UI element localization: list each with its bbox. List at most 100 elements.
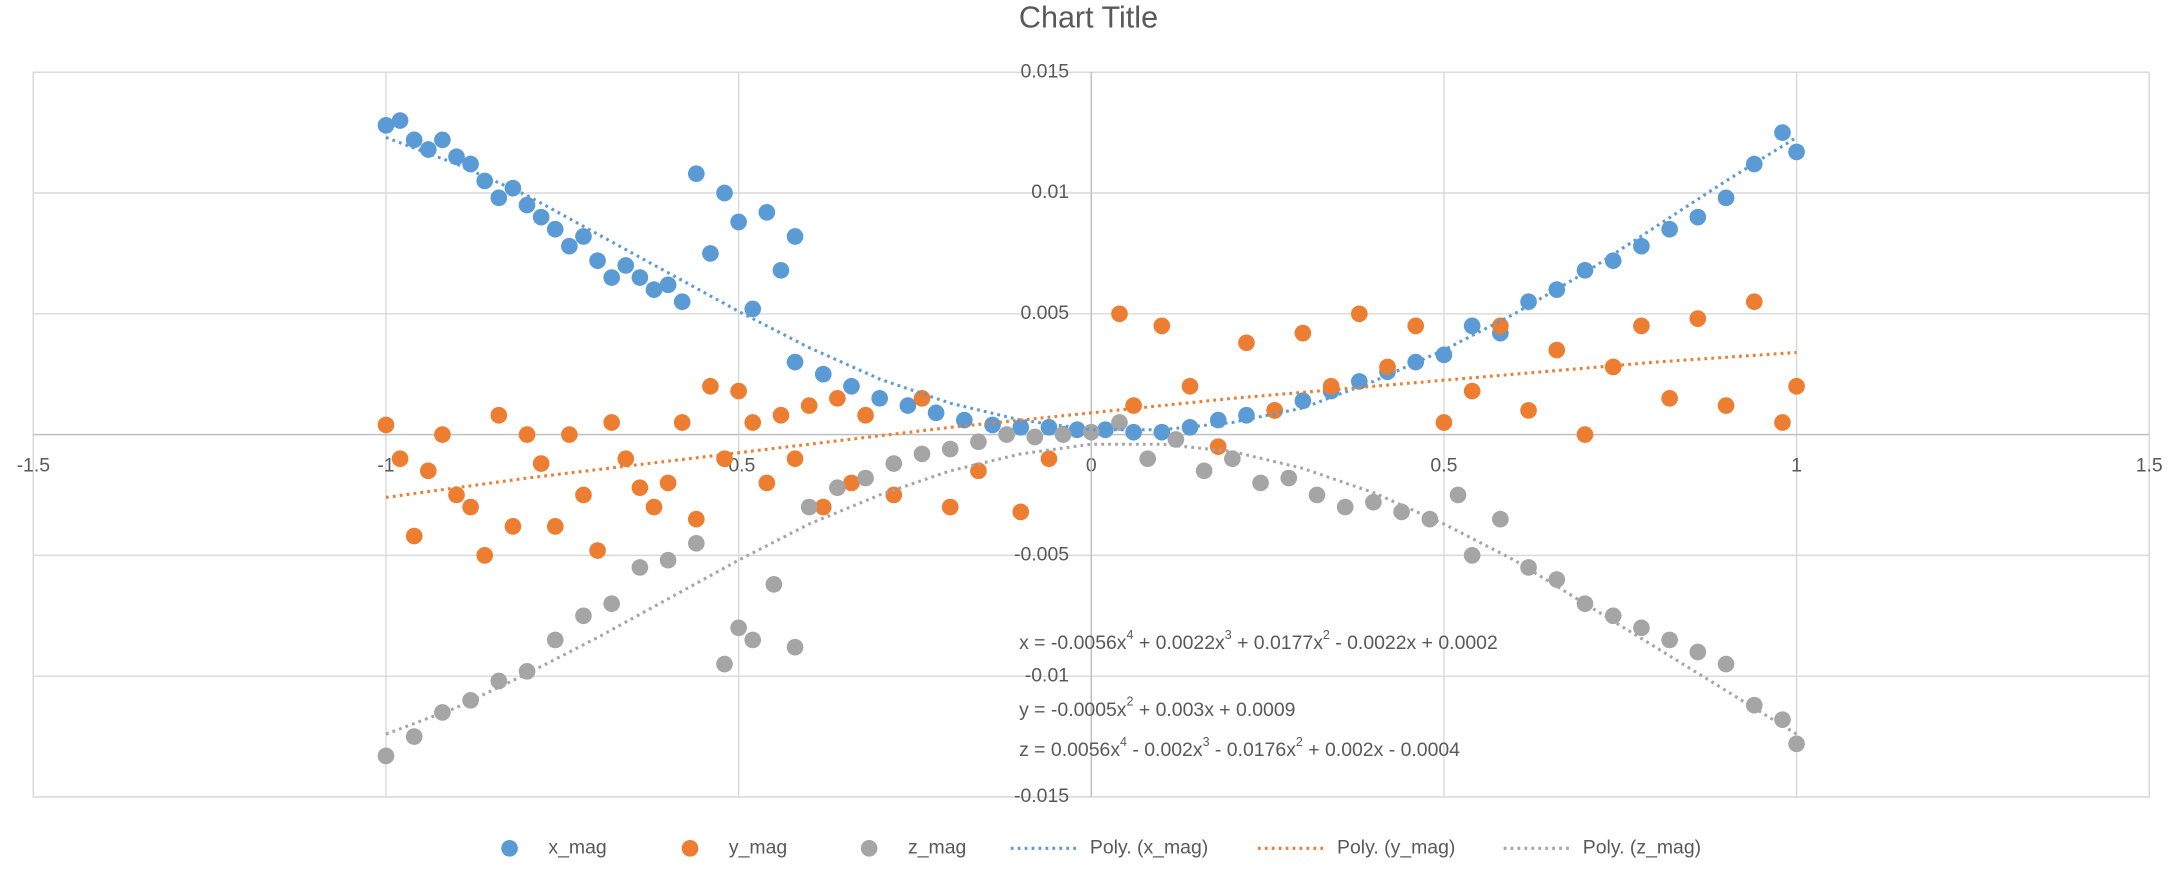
point xyxy=(405,728,423,745)
point xyxy=(490,406,508,424)
point xyxy=(1322,377,1340,395)
point xyxy=(1068,421,1086,439)
point xyxy=(391,450,409,468)
point xyxy=(772,406,790,424)
point xyxy=(1195,462,1213,480)
point xyxy=(1238,334,1255,352)
point xyxy=(765,576,783,593)
point xyxy=(716,184,733,202)
point xyxy=(673,414,691,431)
point xyxy=(899,397,917,414)
point xyxy=(1308,486,1326,504)
y-tick-label: 0.015 xyxy=(1020,60,1069,82)
point xyxy=(716,450,733,468)
point xyxy=(829,390,846,407)
legend-label: Poly. (x_mag) xyxy=(1090,836,1208,858)
point xyxy=(1463,317,1481,335)
point xyxy=(1745,293,1763,311)
point xyxy=(1266,402,1283,419)
equation-part: z = 0.0056x xyxy=(1019,739,1120,761)
point xyxy=(490,672,508,690)
point xyxy=(786,450,804,468)
point xyxy=(744,300,762,318)
point xyxy=(1252,474,1269,492)
point xyxy=(1788,377,1805,395)
point xyxy=(800,498,818,516)
point xyxy=(702,377,719,395)
point xyxy=(1139,450,1157,468)
point xyxy=(1167,431,1185,448)
superscript: 3 xyxy=(1225,628,1232,642)
y-tick-label: -0.015 xyxy=(1014,785,1069,807)
point xyxy=(561,237,578,255)
point xyxy=(857,406,874,424)
point xyxy=(1661,220,1678,238)
point xyxy=(1209,438,1227,455)
point xyxy=(1435,414,1453,431)
x-tick-label: 0.5 xyxy=(1430,455,1457,477)
point xyxy=(546,220,564,238)
point xyxy=(518,426,536,443)
x-tick-label: 1.5 xyxy=(2136,455,2163,477)
equation-part: + 0.0022x xyxy=(1133,632,1225,654)
point xyxy=(1407,317,1425,335)
legend-item: Poly. (x_mag) xyxy=(1010,836,1208,858)
point xyxy=(1633,619,1650,637)
point xyxy=(377,747,395,765)
legend-label: x_mag xyxy=(548,836,606,858)
point xyxy=(419,462,437,480)
point xyxy=(1633,237,1650,255)
point xyxy=(1717,655,1735,673)
point xyxy=(970,462,987,480)
point xyxy=(1492,510,1509,528)
point xyxy=(405,131,423,149)
point xyxy=(1745,696,1763,714)
y-tick-label: -0.005 xyxy=(1014,543,1069,565)
legend-item: z_mag xyxy=(860,836,966,858)
point xyxy=(1604,358,1622,376)
point xyxy=(391,112,409,129)
point xyxy=(575,486,592,504)
legend-label: y_mag xyxy=(729,836,787,858)
point xyxy=(532,455,550,472)
point xyxy=(843,474,860,492)
point xyxy=(532,208,550,226)
point xyxy=(434,704,451,721)
point xyxy=(1576,595,1594,613)
point xyxy=(1350,373,1368,390)
point xyxy=(885,486,903,504)
point xyxy=(1774,124,1791,141)
point xyxy=(518,196,536,214)
point xyxy=(1393,503,1410,521)
point xyxy=(730,382,747,400)
point xyxy=(1153,423,1171,441)
point xyxy=(702,245,719,262)
point xyxy=(786,353,804,371)
trendline-equation: x = -0.0056x4 + 0.0022x3 + 0.0177x2 - 0.… xyxy=(1019,628,1498,654)
point xyxy=(1224,450,1241,468)
point xyxy=(1435,346,1453,364)
point xyxy=(434,131,451,149)
point xyxy=(1661,631,1678,649)
point xyxy=(603,595,621,613)
point xyxy=(687,534,705,552)
point xyxy=(1111,305,1128,323)
point xyxy=(617,450,635,468)
point xyxy=(1026,428,1044,446)
point xyxy=(1125,397,1142,414)
point xyxy=(758,203,776,221)
point xyxy=(970,433,987,451)
equation-part: + 0.003x + 0.0009 xyxy=(1133,699,1295,721)
point xyxy=(1463,382,1481,400)
y-tick-label: 0.01 xyxy=(1031,181,1069,203)
point xyxy=(687,165,705,183)
equation-part: + 0.0177x xyxy=(1232,632,1324,654)
point xyxy=(1548,571,1566,588)
point xyxy=(1576,426,1594,443)
legend-label: Poly. (y_mag) xyxy=(1337,836,1455,858)
point xyxy=(786,638,804,656)
point xyxy=(744,631,762,649)
chart-title: Chart Title xyxy=(1019,1,1158,35)
point xyxy=(1350,305,1368,323)
point xyxy=(1012,419,1030,436)
